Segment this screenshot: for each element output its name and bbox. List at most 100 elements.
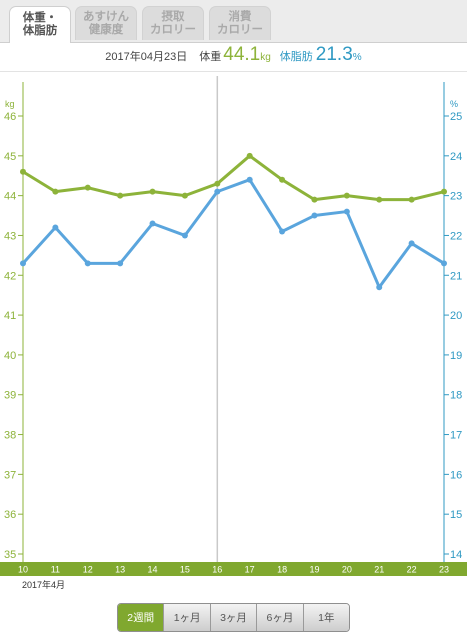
weight-data-point — [214, 180, 221, 187]
right-axis-unit: % — [450, 99, 458, 109]
right-axis-tick-label: 24 — [450, 151, 462, 163]
weight-data-point — [20, 168, 26, 175]
weight-data-point — [52, 188, 59, 195]
right-axis-tick-label: 25 — [450, 111, 462, 123]
x-axis-tick-label: 22 — [407, 565, 417, 575]
x-axis-tick-label: 21 — [374, 565, 384, 575]
right-axis-tick-label: 14 — [450, 549, 462, 561]
weight-label: 体重 — [199, 51, 222, 63]
body-fat-value: 21.3 — [315, 44, 353, 65]
right-axis-tick-label: 17 — [450, 430, 462, 442]
x-axis-tick-label: 14 — [148, 565, 158, 575]
weight-series-line — [22, 154, 445, 202]
body-fat-data-point — [279, 228, 286, 235]
right-axis-tick-label: 23 — [450, 191, 462, 203]
right-axis-tick-label: 22 — [450, 230, 462, 242]
x-axis-tick-label: 17 — [245, 565, 255, 575]
body-fat-data-point — [311, 212, 318, 219]
tab-asken-health[interactable]: あすけん 健康度 — [75, 6, 137, 40]
tab-burned-calories[interactable]: 消費 カロリー — [209, 6, 271, 40]
tab-label-line: 摂取 — [161, 10, 185, 23]
body-fat-data-point — [246, 176, 253, 183]
weight-data-point — [376, 196, 383, 203]
x-axis-tick-label: 15 — [180, 565, 190, 575]
tab-label-line: カロリー — [217, 23, 263, 36]
measurement-summary: 2017年04月23日 体重 44.1 kg 体脂肪 21.3 % — [0, 44, 467, 74]
body-fat-data-point — [408, 240, 415, 247]
left-axis-tick-label: 36 — [4, 509, 16, 521]
range-1-month-button[interactable]: 1ヶ月 — [163, 604, 210, 631]
x-axis-tick-label: 16 — [212, 565, 222, 575]
tab-label-line: 健康度 — [88, 23, 124, 36]
left-axis-tick-label: 41 — [4, 310, 16, 322]
weight-data-point — [441, 188, 447, 195]
weight-data-point — [246, 152, 253, 159]
x-axis-tick-label: 13 — [115, 565, 125, 575]
weight-data-point — [311, 196, 318, 203]
tab-label-line: カロリー — [150, 23, 196, 36]
body-fat-data-point — [117, 260, 124, 267]
left-axis-tick-label: 43 — [4, 230, 16, 242]
weight-data-point — [408, 196, 415, 203]
tab-intake-calories[interactable]: 摂取 カロリー — [142, 6, 204, 40]
left-axis-tick-label: 40 — [4, 350, 16, 362]
weight-data-point — [181, 192, 188, 199]
tab-bar: 体重・ 体脂肪 あすけん 健康度 摂取 カロリー 消費 カロリー — [0, 0, 467, 43]
x-axis-tick-label: 20 — [342, 565, 352, 575]
left-axis-tick-label: 46 — [4, 111, 16, 123]
right-axis-tick-label: 21 — [450, 270, 462, 282]
summary-divider — [0, 71, 467, 72]
x-axis-tick-label: 23 — [439, 565, 449, 575]
body-fat-data-point — [149, 220, 156, 227]
body-fat-unit: % — [352, 52, 362, 63]
body-fat-data-point — [52, 224, 59, 231]
tab-label-line: あすけん — [83, 10, 129, 23]
weight-data-point — [279, 176, 286, 183]
body-fat-data-point — [441, 260, 447, 267]
tab-label-line: 体重・ — [22, 12, 58, 24]
right-axis-tick-label: 16 — [450, 469, 462, 481]
x-axis-band — [0, 562, 467, 576]
left-axis-tick-label: 37 — [4, 469, 16, 481]
tab-weight-bodyfat[interactable]: 体重・ 体脂肪 — [9, 6, 71, 43]
range-selector: 2週間 1ヶ月 3ヶ月 6ヶ月 1年 — [117, 603, 350, 632]
x-axis-tick-label: 11 — [51, 565, 60, 575]
body-fat-data-point — [20, 260, 26, 267]
range-3-months-button[interactable]: 3ヶ月 — [209, 604, 257, 631]
range-6-months-button[interactable]: 6ヶ月 — [256, 604, 303, 631]
month-label: 2017年4月 — [22, 580, 66, 590]
left-axis-tick-label: 35 — [4, 549, 16, 561]
right-axis-tick-label: 18 — [450, 390, 462, 402]
left-axis-tick-label: 39 — [4, 390, 16, 402]
body-fat-series-line — [21, 178, 445, 289]
weight-bodyfat-chart[interactable]: kg % 35 36 37 38 39 40 41 42 43 44 45 46 14 15 16 17 18 19 2… — [0, 72, 467, 578]
body-fat-data-point — [84, 260, 91, 267]
weight-value: 44.1 — [223, 44, 261, 65]
x-axis-tick-label: 19 — [309, 565, 319, 575]
left-axis-tick-label: 45 — [4, 151, 16, 163]
right-axis-tick-label: 15 — [450, 509, 462, 521]
left-axis-tick-label: 38 — [4, 430, 16, 442]
body-fat-data-point — [343, 208, 350, 215]
range-1-year-button[interactable]: 1年 — [302, 604, 349, 631]
x-axis-tick-label: 18 — [277, 565, 287, 575]
weight-data-point — [84, 184, 91, 191]
range-2-weeks-button[interactable]: 2週間 — [118, 604, 164, 631]
weight-data-point — [343, 192, 350, 199]
x-axis-tick-label: 10 — [18, 565, 28, 575]
right-axis-tick-label: 20 — [450, 310, 462, 322]
selected-date: 2017年04月23日 — [105, 51, 188, 63]
body-fat-label: 体脂肪 — [279, 51, 313, 63]
body-fat-data-point — [376, 284, 383, 291]
tab-label-line: 消費 — [228, 10, 252, 23]
tab-label-line: 体脂肪 — [22, 25, 58, 37]
left-axis-tick-label: 44 — [4, 191, 16, 203]
weight-data-point — [149, 188, 156, 195]
weight-data-point — [117, 192, 124, 199]
body-fat-data-point — [181, 232, 188, 239]
weight-unit: kg — [260, 52, 271, 63]
body-fat-data-point — [214, 188, 221, 195]
left-axis-unit: kg — [5, 99, 15, 109]
left-axis-tick-label: 42 — [4, 270, 16, 282]
right-axis-tick-label: 19 — [450, 350, 462, 362]
